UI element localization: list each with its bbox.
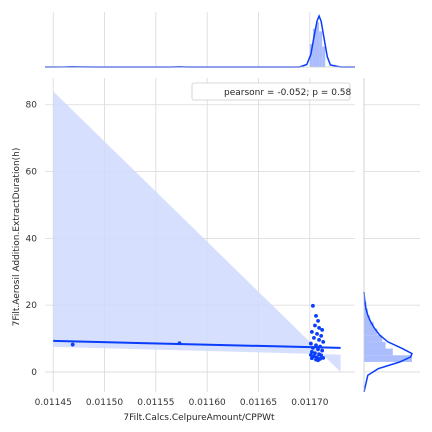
scatter-point <box>321 356 326 360</box>
right-histogram-bar <box>364 355 412 362</box>
right-histogram-bar <box>364 335 383 342</box>
top-histogram-bar <box>312 28 316 67</box>
right-histogram-bar <box>364 328 378 336</box>
x-tick-label: 0.01160 <box>189 398 226 408</box>
scatter-point <box>317 337 321 342</box>
scatter-point <box>316 318 320 323</box>
right-histogram-bar <box>364 321 374 329</box>
x-tick-label: 0.01170 <box>291 398 328 408</box>
scatter-point <box>317 325 321 330</box>
scatter-point <box>311 303 315 308</box>
y-tick-label: 20 <box>26 301 38 311</box>
x-tick-label: 0.01145 <box>35 398 72 408</box>
x-tick-label: 0.01155 <box>137 398 174 408</box>
top-histogram-bar <box>322 46 326 67</box>
y-axis-label: 7Filt.Aerosil Addition.ExtractDuration(h… <box>12 148 22 327</box>
top-histogram-bar <box>315 22 320 67</box>
y-tick-label: 40 <box>26 234 38 244</box>
right-marginal-panel <box>363 78 420 393</box>
scatter-point <box>308 341 313 346</box>
scatter-point <box>308 353 313 357</box>
scatter-point <box>314 343 318 348</box>
scatter-point <box>319 333 324 338</box>
scatter-point <box>313 323 317 328</box>
legend-annotation: pearsonr = -0.052; p = 0.58 <box>224 88 352 98</box>
y-tick-labels: 0 20 40 60 80 <box>26 101 38 378</box>
y-tick-label: 0 <box>31 368 37 378</box>
y-tick-label: 60 <box>26 168 38 178</box>
scatter-point <box>316 358 320 363</box>
scatter-point <box>320 348 325 353</box>
scatter-point <box>309 356 314 361</box>
right-histogram-bar <box>364 308 368 316</box>
regression-line <box>53 339 341 349</box>
regression-confidence-band <box>53 91 341 372</box>
scatter-point <box>309 350 314 354</box>
scatter-point <box>321 339 326 344</box>
x-tick-label: 0.01150 <box>86 398 123 408</box>
right-histogram-bar <box>364 315 370 322</box>
scatter-point <box>309 329 314 334</box>
scatter-point <box>70 342 75 347</box>
right-histogram-bar <box>364 341 386 349</box>
scatter-point <box>319 353 324 358</box>
scatter-point <box>315 331 319 336</box>
top-histogram-bar <box>319 31 323 67</box>
top-marginal-panel <box>44 12 355 68</box>
scatter-point <box>314 313 318 318</box>
x-axis-label: 7Filt.Calcs.CelpureAmount/CPPWt <box>123 413 275 423</box>
scatter-point <box>313 351 317 356</box>
legend-box <box>191 82 351 101</box>
legend: pearsonr = -0.052; p = 0.58 <box>191 82 352 101</box>
x-tick-labels: 0.01145 0.01150 0.01155 0.01160 0.01165 0.011… <box>35 398 329 408</box>
top-histogram-bar <box>309 44 313 67</box>
x-tick-label: 0.01165 <box>240 398 277 408</box>
scatter-point <box>320 327 325 332</box>
y-tick-label: 80 <box>26 101 38 111</box>
main-plot-area: 0.01145 0.01150 0.01155 0.01160 0.01165 0.011… <box>26 78 355 408</box>
right-histogram-bar <box>364 348 393 356</box>
right-marginal-kde <box>363 291 413 393</box>
scatter-point <box>312 335 316 340</box>
